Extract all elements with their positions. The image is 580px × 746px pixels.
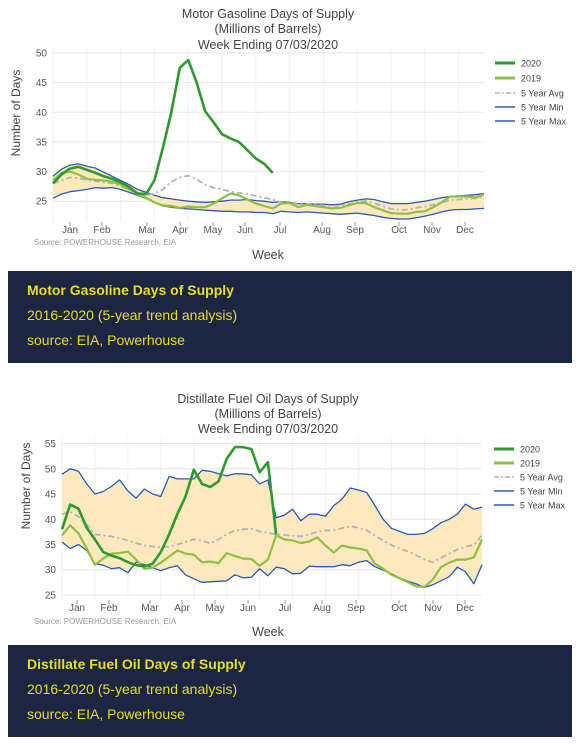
legend-label: 5 Year Max	[521, 117, 567, 127]
y-tick-label: 25	[36, 197, 48, 208]
series-line-5-year-min	[52, 186, 485, 220]
x-tick-label: May	[206, 603, 225, 614]
gasoline-chart-svg: Motor Gasoline Days of Supply(Millions o…	[9, 7, 567, 262]
x-tick-label: Aug	[313, 603, 331, 614]
y-tick-label: 45	[36, 78, 48, 89]
x-tick-label: Dec	[456, 225, 474, 236]
chart-title-line: Week Ending 07/03/2020	[198, 38, 338, 52]
y-tick-label: 30	[45, 565, 57, 576]
y-tick-label: 25	[45, 590, 57, 601]
legend-label: 5 Year Min	[520, 487, 563, 497]
legend-label: 2019	[520, 459, 540, 469]
legend-label: 5 Year Avg	[521, 89, 564, 99]
chart-title-line: Motor Gasoline Days of Supply	[182, 7, 355, 21]
y-tick-label: 40	[45, 515, 57, 526]
y-tick-label: 55	[45, 439, 57, 450]
chart-title-line: Distillate Fuel Oil Days of Supply	[177, 392, 359, 406]
x-tick-label: Feb	[93, 225, 111, 236]
series-line-5-year-max	[52, 163, 485, 206]
legend-label: 2019	[521, 74, 541, 84]
legend-label: 5 Year Max	[520, 501, 566, 511]
caption-period: 2016-2020 (5-year trend analysis)	[27, 681, 238, 697]
caption-source: source: EIA, Powerhouse	[27, 706, 185, 722]
legend-label: 2020	[520, 445, 540, 455]
min-max-range-band	[53, 163, 484, 219]
y-tick-label: 45	[45, 490, 57, 501]
y-axis-label: Number of Days	[9, 70, 23, 157]
series-line-5-year-avg	[61, 510, 483, 564]
series-line-5-year-min	[61, 541, 483, 589]
caption-title: Motor Gasoline Days of Supply	[27, 282, 234, 298]
y-tick-label: 50	[36, 48, 48, 59]
x-tick-label: Mar	[141, 603, 159, 614]
x-tick-label: Dec	[456, 603, 474, 614]
caption-source: source: EIA, Powerhouse	[27, 332, 185, 348]
legend-label: 5 Year Min	[521, 103, 564, 113]
caption-title: Distillate Fuel Oil Days of Supply	[27, 656, 246, 672]
x-tick-label: Aug	[313, 225, 331, 236]
y-tick-label: 35	[36, 137, 48, 148]
caption-period: 2016-2020 (5-year trend analysis)	[27, 307, 238, 323]
x-tick-label: Sep	[346, 225, 364, 236]
y-tick-label: 35	[45, 540, 57, 551]
series-line-2020	[52, 58, 274, 196]
gasoline-caption-panel: Motor Gasoline Days of Supply 2016-2020 …	[8, 271, 572, 363]
x-tick-label: Jan	[69, 603, 85, 614]
gasoline-chart: Motor Gasoline Days of Supply (Millions o…	[0, 0, 580, 268]
source-note: Source: POWERHOUSE Research, EIA	[34, 238, 177, 247]
x-tick-label: Oct	[391, 225, 407, 236]
legend-label: 2020	[521, 59, 541, 69]
chart-title-line: (Millions of Barrels)	[215, 407, 322, 421]
x-tick-label: Nov	[424, 603, 442, 614]
x-tick-label: Oct	[391, 603, 407, 614]
y-tick-label: 50	[45, 464, 57, 475]
distillate-chart: Distillate Fuel Oil Days of Supply (Milli…	[0, 387, 580, 645]
y-axis-label: Number of Days	[19, 443, 33, 530]
x-tick-label: Sep	[347, 603, 365, 614]
x-tick-label: May	[204, 225, 223, 236]
x-tick-label: Mar	[138, 225, 156, 236]
x-tick-label: Nov	[423, 225, 441, 236]
distillate-chart-svg: Distillate Fuel Oil Days of Supply(Milli…	[19, 392, 566, 639]
x-axis-label: Week	[252, 625, 284, 639]
x-tick-label: Apr	[172, 225, 188, 236]
x-tick-label: Jul	[274, 225, 287, 236]
x-tick-label: Jun	[237, 225, 253, 236]
chart-title-line: Week Ending 07/03/2020	[198, 422, 338, 436]
y-tick-label: 30	[36, 167, 48, 178]
legend-label: 5 Year Avg	[520, 473, 563, 483]
y-tick-label: 40	[36, 108, 48, 119]
x-tick-label: Feb	[100, 603, 118, 614]
x-tick-label: Apr	[174, 603, 190, 614]
x-tick-label: Jan	[62, 225, 78, 236]
series-line-2019	[52, 170, 485, 215]
x-axis-label: Week	[252, 248, 284, 262]
series-line-2019	[61, 524, 484, 588]
series-line-2020	[60, 445, 278, 568]
x-tick-label: Jul	[279, 603, 292, 614]
source-note: Source: POWERHOUSE Research, EIA	[34, 617, 177, 626]
distillate-caption-panel: Distillate Fuel Oil Days of Supply 2016-…	[8, 645, 572, 737]
x-tick-label: Jun	[240, 603, 256, 614]
chart-title-line: (Millions of Barrels)	[215, 22, 322, 36]
